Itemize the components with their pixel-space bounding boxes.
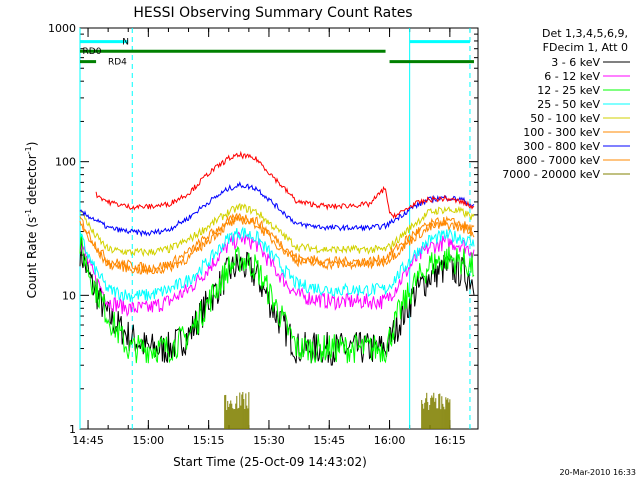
- y-tick-label: 10: [62, 289, 76, 302]
- series-line: [95, 150, 475, 220]
- y-axis-label: Count Rate (s-1 detector-1): [24, 142, 39, 299]
- series-line: [79, 212, 475, 273]
- x-tick-label: 14:45: [72, 434, 104, 447]
- flag-label: RD0: [83, 47, 102, 57]
- legend-label: 25 - 50 keV: [537, 98, 600, 111]
- footer-timestamp: 20-Mar-2010 16:33: [560, 468, 637, 477]
- legend: Det 1,3,4,5,6,9, FDecim 1, Att 0 3 - 6 k…: [502, 27, 630, 181]
- legend-header-2: FDecim 1, Att 0: [543, 41, 628, 54]
- y-tick-label: 100: [55, 156, 76, 169]
- x-tick-label: 16:00: [374, 434, 406, 447]
- y-tick-label: 1000: [48, 22, 76, 35]
- series-line: [79, 226, 475, 302]
- x-tick-label: 16:15: [434, 434, 466, 447]
- series-line: [79, 215, 475, 275]
- y-tick-label: 1: [69, 423, 76, 436]
- x-axis-label: Start Time (25-Oct-09 14:43:02): [173, 455, 367, 469]
- series-line: [79, 231, 475, 317]
- legend-label: 50 - 100 keV: [530, 112, 600, 125]
- legend-label: 300 - 800 keV: [523, 140, 600, 153]
- chart-title: HESSI Observing Summary Count Rates: [133, 5, 412, 21]
- legend-label: 6 - 12 keV: [544, 70, 600, 83]
- legend-header-1: Det 1,3,4,5,6,9,: [542, 27, 628, 40]
- x-tick-label: 15:45: [313, 434, 345, 447]
- plot-area: 1 10 100 1000 14:45 15:00 15:15 15:30 15:45 16:00…: [48, 22, 479, 447]
- x-tick-label: 15:30: [253, 434, 285, 447]
- series-line: [79, 181, 475, 238]
- series-line: [79, 238, 475, 366]
- flag-label: RD4: [108, 58, 127, 68]
- legend-label: 3 - 6 keV: [551, 56, 600, 69]
- legend-label: 7000 - 20000 keV: [502, 168, 600, 181]
- legend-label: 12 - 25 keV: [537, 84, 600, 97]
- legend-label: 800 - 7000 keV: [516, 154, 600, 167]
- legend-label: 100 - 300 keV: [523, 126, 600, 139]
- series-line: [79, 233, 475, 364]
- x-tick-label: 15:00: [132, 434, 164, 447]
- series-line: [79, 202, 475, 258]
- x-tick-label: 15:15: [193, 434, 225, 447]
- flag-label: N: [122, 38, 129, 48]
